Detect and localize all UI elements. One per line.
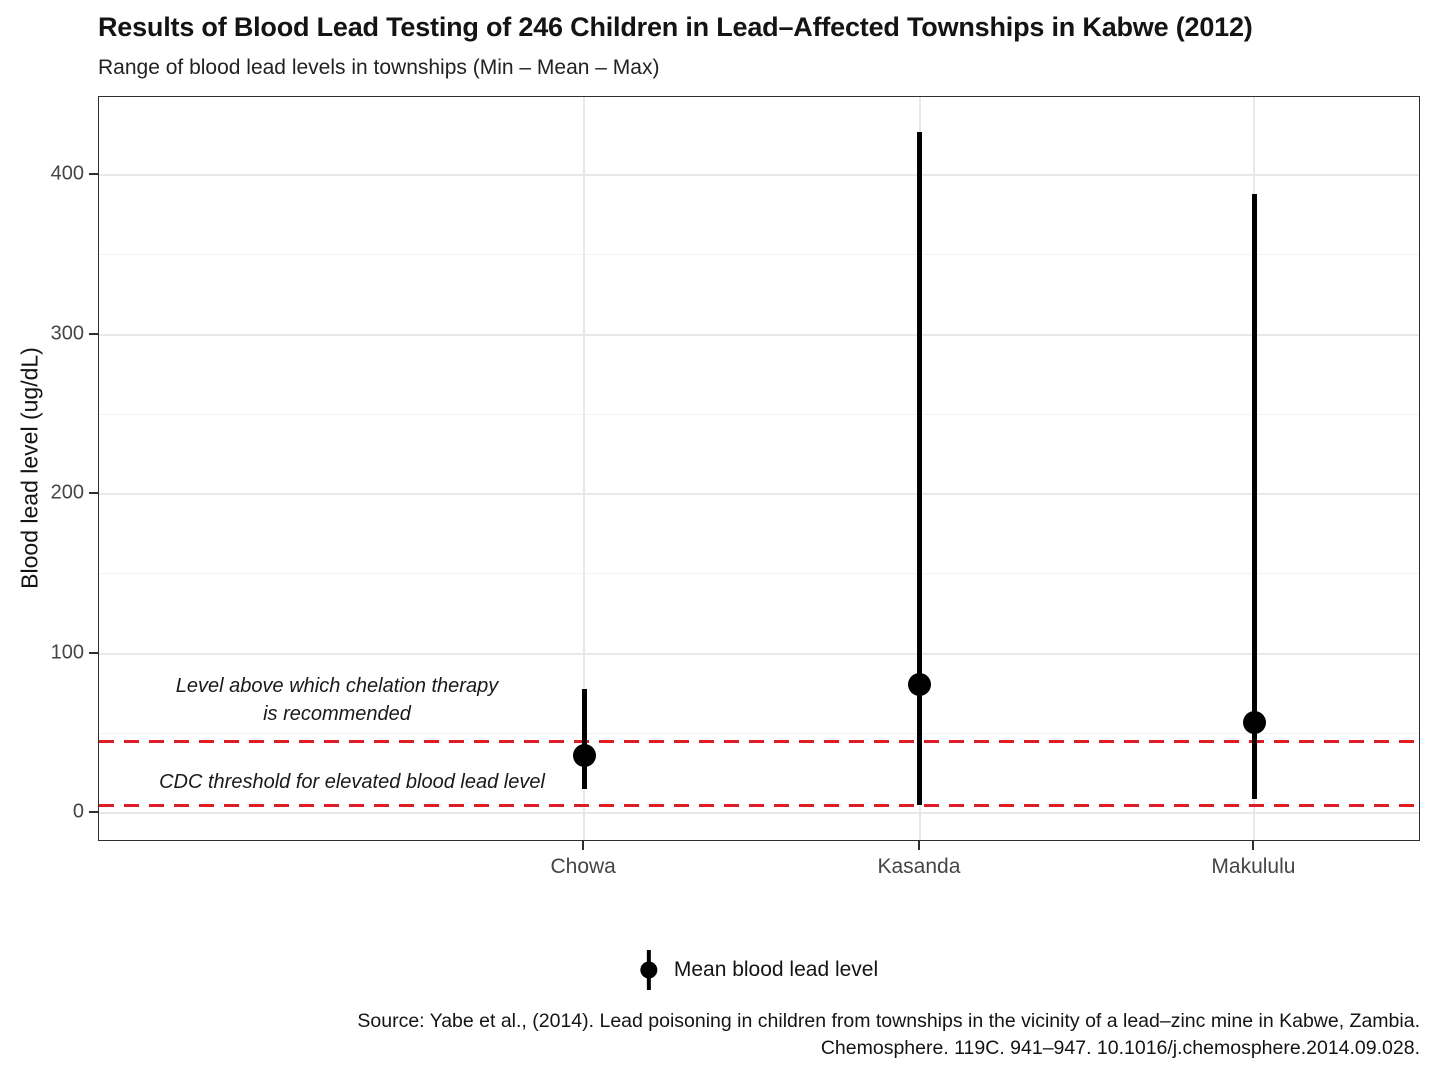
y-tick-mark (89, 492, 98, 495)
mean-dot-chowa (572, 744, 596, 768)
source-caption-line2: Chemosphere. 119C. 941–947. 10.1016/j.ch… (820, 1037, 1420, 1059)
gridline-minor (99, 573, 1419, 575)
x-tick-mark (917, 841, 920, 850)
source-caption-line1: Source: Yabe et al., (2014). Lead poison… (357, 1010, 1420, 1032)
x-tick-mark (1252, 841, 1255, 850)
gridline-major (99, 493, 1419, 496)
plot-panel (98, 96, 1420, 841)
reference-line-5 (99, 803, 1419, 807)
range-line-makululu (1251, 194, 1257, 799)
x-tick-label-makululu: Makululu (1211, 855, 1296, 878)
y-tick-label: 0 (72, 800, 84, 823)
legend-mean-dot (640, 961, 658, 979)
gridline-major (99, 333, 1419, 336)
gridline-major (99, 812, 1419, 815)
gridline-major (99, 652, 1419, 655)
annotation-chelation-line1: Level above which chelation therapy (175, 675, 499, 697)
y-tick-mark (89, 811, 98, 814)
y-tick-mark (89, 332, 98, 335)
gridline-minor (99, 733, 1419, 735)
legend-label: Mean blood lead level (673, 958, 879, 981)
y-tick-label: 400 (50, 162, 84, 185)
mean-dot-makululu (1242, 710, 1266, 734)
chart-subtitle: Range of blood lead levels in townships … (98, 56, 660, 79)
gridline-major (99, 174, 1419, 177)
gridline-minor (99, 254, 1419, 256)
x-tick-label-chowa: Chowa (550, 855, 616, 878)
source-caption: Source: Yabe et al., (2014). Lead poison… (18, 1008, 1420, 1062)
y-tick-label: 300 (50, 322, 84, 345)
chart-title: Results of Blood Lead Testing of 246 Chi… (98, 12, 1253, 42)
x-tick-mark (582, 841, 585, 850)
y-axis-title: Blood lead level (ug/dL) (16, 347, 43, 589)
reference-line-45 (99, 739, 1419, 743)
y-tick-label: 100 (50, 641, 84, 664)
annotation-chelation-threshold: Level above which chelation therapy is r… (176, 672, 498, 728)
pointrange-legend-icon (640, 948, 658, 992)
range-line-kasanda (917, 132, 923, 806)
y-tick-mark (89, 651, 98, 654)
legend: Mean blood lead level (640, 948, 878, 992)
y-tick-mark (89, 173, 98, 176)
range-line-chowa (581, 688, 587, 790)
gridline-category (583, 97, 586, 840)
annotation-chelation-line2: is recommended (263, 703, 411, 725)
gridline-minor (99, 413, 1419, 415)
mean-dot-kasanda (908, 672, 932, 696)
x-tick-label-kasanda: Kasanda (877, 855, 961, 878)
annotation-cdc-threshold: CDC threshold for elevated blood lead le… (159, 771, 545, 793)
